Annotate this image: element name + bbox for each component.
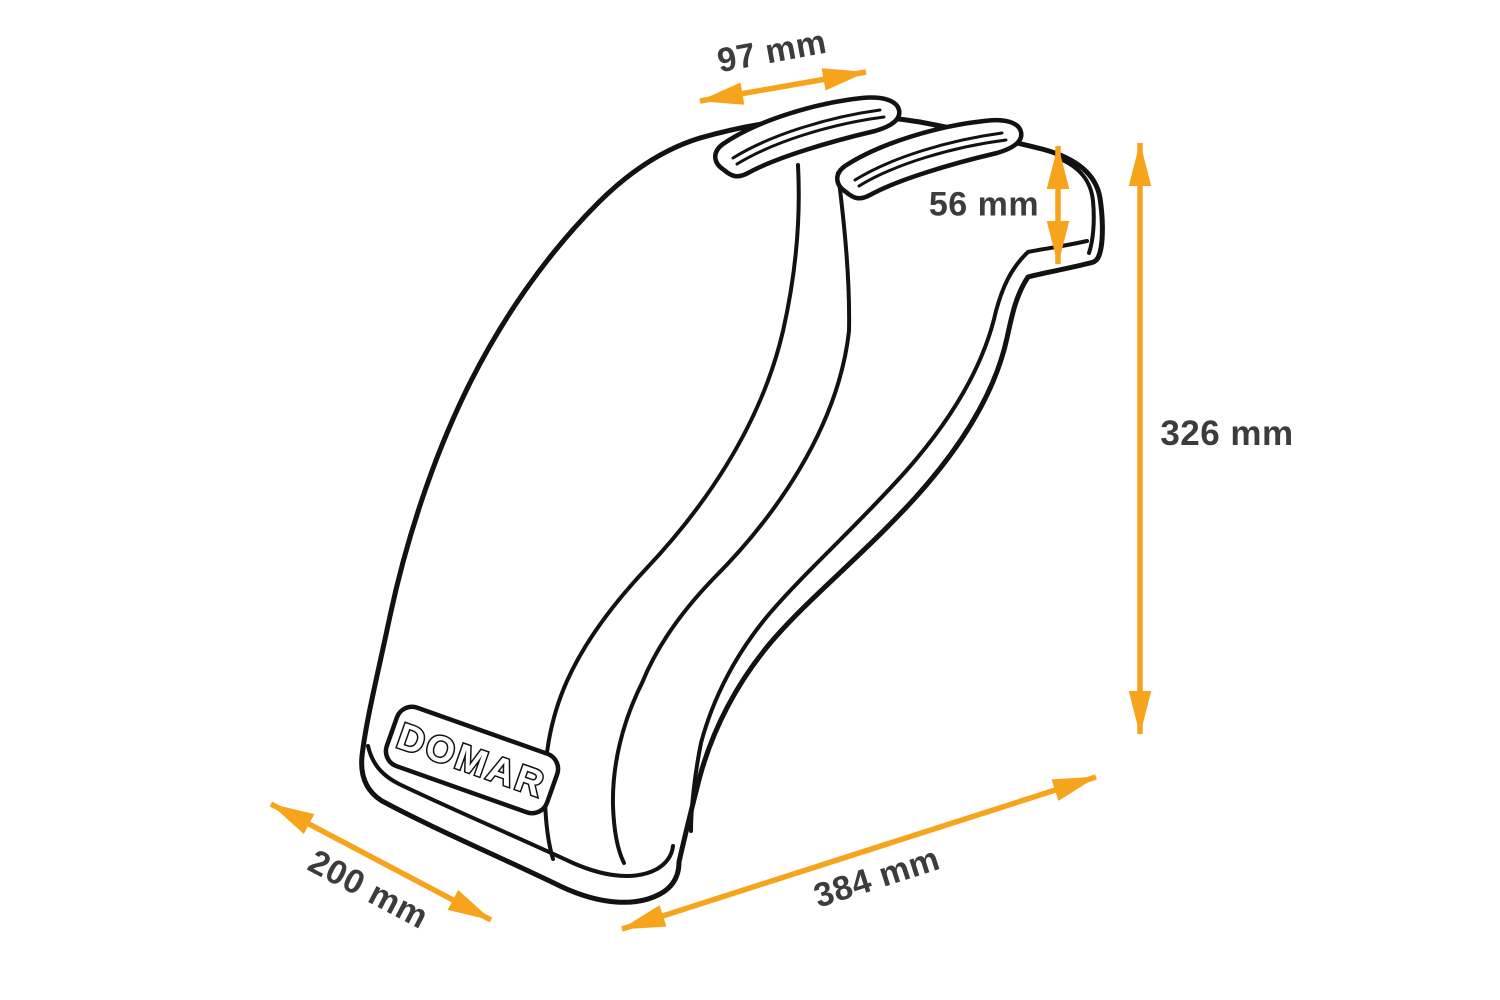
vent-rib-1 [713,95,902,179]
mudguard-crease-left [542,163,801,861]
mudguard-leading-edge [359,135,703,905]
dimension-arrows [269,68,1152,932]
dimension-arrow-overall-width [269,801,493,923]
mudguard-arch-outer [676,260,1093,865]
dimension-arrow-slot-width [698,68,868,105]
logo-plate: DOMAR [383,704,561,816]
vent-rib-2-inner-line-b [857,138,1008,188]
mudguard-corner-inner-line [1056,156,1096,255]
vent-rib-1-inner-line-b [735,115,886,166]
mudguard-crease-right [610,171,852,865]
dim-label-overall-height: 326 mm [1160,414,1294,453]
dim-label-lip-height: 56 mm [928,185,1040,224]
vent-rib-2-inner-line-a [853,131,1004,182]
mudguard-arch-inner [689,239,1089,833]
vent-rib-1-inner-line-a [731,108,882,160]
vent-rib-2 [835,117,1024,201]
vent-ribs [713,95,1024,201]
dimension-arrow-overall-length [621,774,1097,932]
logo-plate-frame [383,704,561,816]
